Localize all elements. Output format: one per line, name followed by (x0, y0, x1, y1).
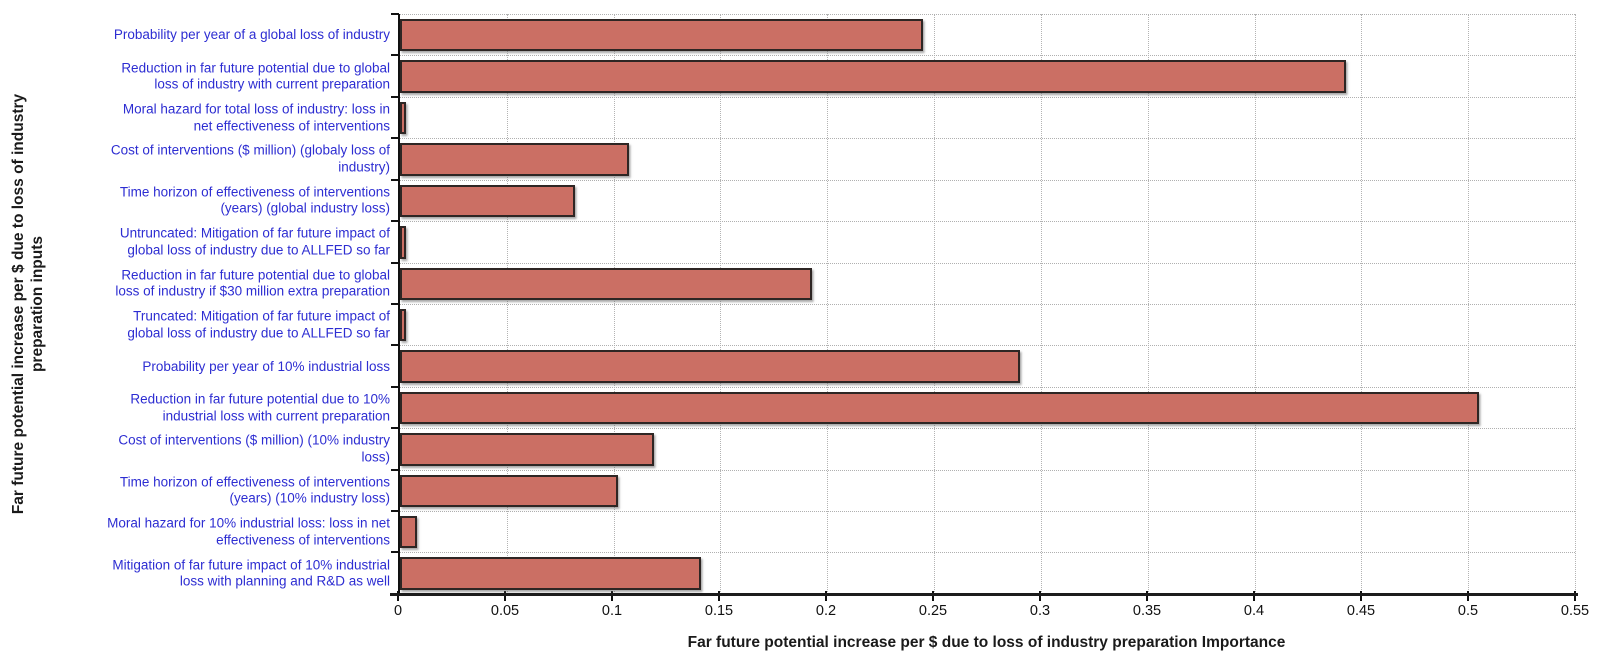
chart-row: Probability per year of a global loss of… (114, 14, 1575, 57)
chart-row: Time horizon of effectiveness of interve… (120, 179, 1575, 223)
tick-label: 0.5 (1457, 603, 1479, 619)
bar (400, 267, 813, 300)
bar-rows: Probability per year of a global loss of… (107, 13, 1575, 596)
chart-row: Moral hazard for total loss of industry:… (123, 96, 1575, 140)
category-label: Probability per year of 10% industrial l… (142, 358, 390, 374)
tick-label: 0.55 (1560, 603, 1590, 619)
tick-mark (611, 591, 613, 601)
tick-mark (825, 591, 827, 601)
chart-row: Probability per year of 10% industrial l… (142, 345, 1575, 389)
chart-row: Reduction in far future potential due to… (121, 55, 1575, 99)
tick-mark (1146, 591, 1148, 601)
chart-row: Reduction in far future potential due to… (130, 386, 1575, 430)
bar (400, 60, 1347, 93)
bar (400, 557, 702, 590)
tick-mark (718, 591, 720, 601)
chart-row: Truncated: Mitigation of far future impa… (127, 303, 1575, 347)
tick-label: 0.3 (1029, 603, 1051, 619)
chart-row: Untruncated: Mitigation of far future im… (120, 221, 1575, 264)
tick-mark (397, 591, 399, 601)
tick-label: 0.4 (1243, 603, 1265, 619)
category-label: Cost of interventions ($ million) (globa… (110, 142, 390, 175)
plot-area: Probability per year of a global loss of… (107, 13, 1576, 596)
tick-mark (932, 591, 934, 601)
x-axis-line (390, 593, 1578, 596)
category-label: Cost of interventions ($ million) (10% i… (118, 432, 390, 465)
bar (400, 184, 576, 218)
bar (400, 308, 407, 342)
tick-label: 0 (393, 603, 403, 619)
chart-row: Reduction in far future potential due to… (115, 262, 1575, 306)
tick-mark (1360, 591, 1362, 601)
y-axis-title: Far future potential increase per $ due … (10, 93, 46, 515)
category-label: Untruncated: Mitigation of far future im… (119, 225, 390, 258)
tick-label: 0.05 (490, 603, 520, 619)
category-label: Time horizon of effectiveness of interve… (119, 184, 390, 216)
tick-mark (504, 591, 506, 601)
category-label: Reduction in far future potential due to… (121, 60, 390, 92)
tick-mark (1467, 591, 1469, 601)
x-axis-title: Far future potential increase per $ due … (687, 634, 1286, 651)
chart-row: Mitigation of far future impact of 10% i… (112, 552, 1575, 596)
category-label: Moral hazard for total loss of industry:… (122, 101, 390, 134)
tick-label: 0.45 (1346, 603, 1376, 619)
bar (400, 433, 655, 466)
gridline (1575, 14, 1576, 594)
tick-mark (1039, 591, 1041, 601)
bar (400, 391, 1479, 425)
tick-label: 0.25 (918, 603, 948, 619)
chart-row: Cost of interventions ($ million) (globa… (111, 138, 1575, 182)
category-label: Truncated: Mitigation of far future impa… (127, 308, 390, 341)
chart-row: Moral hazard for 10% industrial loss: lo… (107, 511, 1575, 554)
category-label: Moral hazard for 10% industrial loss: lo… (107, 515, 390, 548)
bar (400, 516, 418, 549)
bar (400, 101, 407, 135)
chart-row: Cost of interventions ($ million) (10% i… (118, 428, 1575, 472)
category-label: Time horizon of effectiveness of interve… (119, 474, 390, 506)
bar (400, 226, 407, 259)
category-label: Probability per year of a global loss of… (113, 26, 390, 42)
tick-label: 0.1 (601, 603, 623, 619)
category-label: Reduction in far future potential due to… (130, 391, 390, 424)
bar (400, 19, 924, 52)
bar (400, 143, 629, 176)
tick-label: 0.2 (815, 603, 837, 619)
bar (400, 350, 1020, 383)
bar (400, 474, 618, 508)
tick-label: 0.15 (704, 603, 734, 619)
category-label: Mitigation of far future impact of 10% i… (112, 557, 390, 589)
tick-mark (1253, 591, 1255, 601)
chart-row: Time horizon of effectiveness of interve… (120, 469, 1575, 513)
tick-label: 0.35 (1132, 603, 1162, 619)
category-label: Reduction in far future potential due to… (115, 267, 390, 299)
tick-mark (1574, 591, 1576, 601)
x-axis-ticks: 0 0.05 0.1 0.15 0.2 0.25 0.3 0.35 0.4 0.45 0.5 0.55 (394, 14, 1589, 619)
